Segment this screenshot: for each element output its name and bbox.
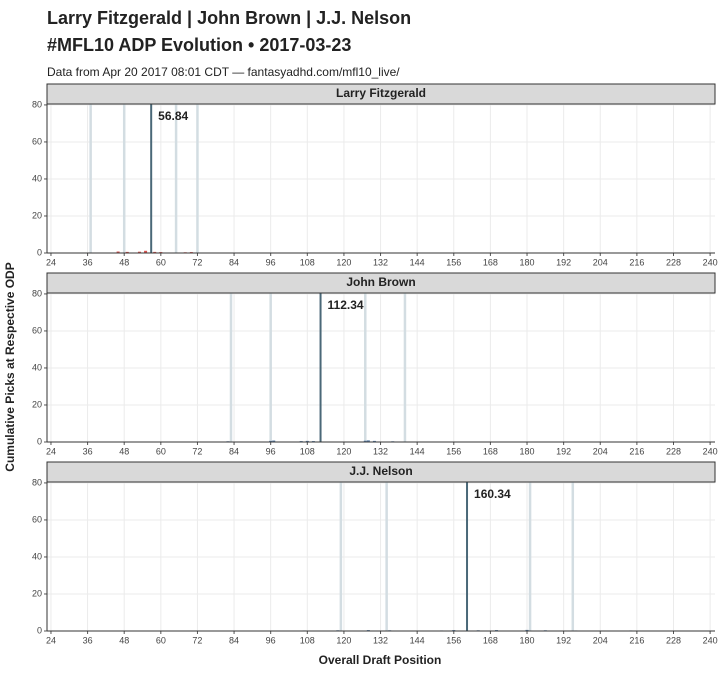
x-tick-label: 144 <box>410 635 425 645</box>
x-tick-label: 168 <box>483 257 498 267</box>
bar <box>116 251 120 253</box>
facet-title: Larry Fitzgerald <box>336 86 426 100</box>
x-tick-label: 120 <box>336 635 351 645</box>
x-tick-label: 168 <box>483 446 498 456</box>
x-tick-label: 60 <box>156 446 166 456</box>
x-tick-label: 192 <box>556 635 571 645</box>
chart-title: #MFL10 ADP Evolution • 2017-03-23 <box>47 35 351 55</box>
chart-title: Larry Fitzgerald | John Brown | J.J. Nel… <box>47 8 411 28</box>
x-tick-label: 48 <box>119 257 129 267</box>
facet-title: J.J. Nelson <box>349 464 412 478</box>
x-tick-label: 216 <box>629 446 644 456</box>
facet-title: John Brown <box>346 275 415 289</box>
x-tick-label: 36 <box>83 446 93 456</box>
x-tick-label: 24 <box>46 635 56 645</box>
x-tick-label: 204 <box>593 446 608 456</box>
y-tick-label: 20 <box>32 399 42 409</box>
x-tick-label: 108 <box>300 635 315 645</box>
x-tick-label: 240 <box>703 635 718 645</box>
bar <box>269 440 273 442</box>
chart-subtitle: Data from Apr 20 2017 08:01 CDT — fantas… <box>47 65 400 79</box>
x-tick-label: 240 <box>703 257 718 267</box>
x-tick-label: 48 <box>119 635 129 645</box>
y-tick-label: 20 <box>32 588 42 598</box>
x-tick-label: 24 <box>46 257 56 267</box>
y-tick-label: 40 <box>32 173 42 183</box>
x-tick-label: 228 <box>666 446 681 456</box>
x-tick-label: 156 <box>446 635 461 645</box>
x-tick-label: 48 <box>119 446 129 456</box>
x-tick-label: 120 <box>336 446 351 456</box>
x-tick-label: 180 <box>520 257 535 267</box>
y-tick-label: 0 <box>37 436 42 446</box>
y-tick-label: 0 <box>37 625 42 635</box>
x-tick-label: 84 <box>229 257 239 267</box>
bar <box>125 251 129 253</box>
y-tick-label: 60 <box>32 325 42 335</box>
x-tick-label: 192 <box>556 446 571 456</box>
x-tick-label: 108 <box>300 446 315 456</box>
adp-label: 112.34 <box>328 298 364 312</box>
bar <box>137 251 141 253</box>
x-tick-label: 192 <box>556 257 571 267</box>
x-tick-label: 108 <box>300 257 315 267</box>
x-tick-label: 36 <box>83 635 93 645</box>
x-tick-label: 156 <box>446 257 461 267</box>
x-tick-label: 72 <box>192 446 202 456</box>
bar <box>272 440 276 442</box>
x-tick-label: 204 <box>593 257 608 267</box>
y-tick-label: 80 <box>32 288 42 298</box>
x-tick-label: 204 <box>593 635 608 645</box>
x-tick-label: 36 <box>83 257 93 267</box>
x-tick-label: 72 <box>192 635 202 645</box>
x-tick-label: 132 <box>373 446 388 456</box>
y-tick-label: 80 <box>32 99 42 109</box>
x-tick-label: 120 <box>336 257 351 267</box>
x-axis-label: Overall Draft Position <box>319 653 442 667</box>
y-tick-label: 40 <box>32 362 42 372</box>
y-tick-label: 20 <box>32 210 42 220</box>
x-tick-label: 144 <box>410 257 425 267</box>
y-tick-label: 0 <box>37 247 42 257</box>
x-tick-label: 84 <box>229 446 239 456</box>
x-tick-label: 132 <box>373 257 388 267</box>
x-tick-label: 240 <box>703 446 718 456</box>
y-axis-label: Cumulative Picks at Respective ODP <box>3 262 17 471</box>
y-tick-label: 40 <box>32 551 42 561</box>
x-tick-label: 60 <box>156 635 166 645</box>
x-tick-label: 216 <box>629 257 644 267</box>
x-tick-label: 180 <box>520 446 535 456</box>
x-tick-label: 228 <box>666 257 681 267</box>
x-tick-label: 144 <box>410 446 425 456</box>
y-tick-label: 60 <box>32 136 42 146</box>
x-tick-label: 96 <box>266 257 276 267</box>
bar <box>305 440 309 442</box>
x-tick-label: 180 <box>520 635 535 645</box>
x-tick-label: 72 <box>192 257 202 267</box>
x-tick-label: 60 <box>156 257 166 267</box>
x-tick-label: 96 <box>266 635 276 645</box>
y-tick-label: 80 <box>32 477 42 487</box>
x-tick-label: 84 <box>229 635 239 645</box>
x-tick-label: 216 <box>629 635 644 645</box>
y-tick-label: 60 <box>32 514 42 524</box>
x-tick-label: 96 <box>266 446 276 456</box>
bar <box>372 440 376 442</box>
x-tick-label: 132 <box>373 635 388 645</box>
x-tick-label: 156 <box>446 446 461 456</box>
bar <box>153 251 157 253</box>
x-tick-label: 228 <box>666 635 681 645</box>
adp-label: 160.34 <box>474 487 511 501</box>
x-tick-label: 24 <box>46 446 56 456</box>
x-tick-label: 168 <box>483 635 498 645</box>
bar <box>525 629 529 631</box>
bar <box>144 250 148 253</box>
adp-label: 56.84 <box>158 109 188 123</box>
bar <box>363 440 367 442</box>
bar <box>366 440 370 442</box>
